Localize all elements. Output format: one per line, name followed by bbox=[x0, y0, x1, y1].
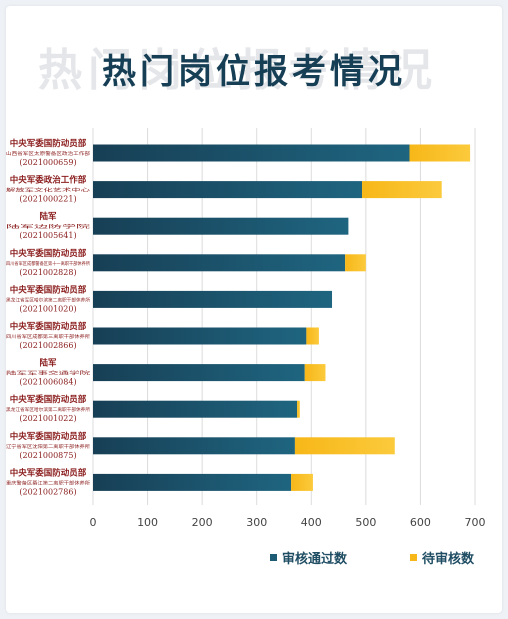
category-org-label: 中央军委政治工作部 bbox=[10, 175, 87, 186]
legend-passed-swatch bbox=[270, 554, 277, 561]
x-tick-label: 100 bbox=[137, 516, 158, 529]
category-org-label: 中央军委国防动员部 bbox=[10, 248, 87, 259]
category-code-label: (2021006084) bbox=[19, 378, 76, 387]
legend-pending: 待审核数 bbox=[410, 548, 474, 567]
bar-passed bbox=[93, 400, 298, 418]
bar-pending bbox=[345, 254, 366, 272]
bar-passed bbox=[93, 364, 305, 382]
bar-pending bbox=[297, 400, 300, 418]
bar-pending bbox=[291, 473, 313, 491]
title-shadow: 热门岗位报考情况 bbox=[38, 45, 438, 96]
category-code-label: (2021000875) bbox=[19, 451, 76, 460]
x-tick-label: 600 bbox=[410, 516, 431, 529]
category-org-label: 中央军委国防动员部 bbox=[10, 467, 87, 478]
category-code-label: (2021000659) bbox=[19, 158, 76, 167]
category-code-label: (2021001022) bbox=[19, 414, 76, 423]
legend-pending-swatch bbox=[410, 554, 417, 561]
bar-passed bbox=[93, 437, 295, 455]
bar-pending bbox=[409, 144, 471, 162]
category-code-label: (2021002828) bbox=[19, 268, 76, 277]
category-unit-label: 陆军军事交通学院 bbox=[6, 370, 91, 377]
category-unit-label: 四川省军区成都第三离职干部休养所 bbox=[6, 333, 90, 340]
bar-pending bbox=[362, 181, 442, 199]
bar-passed bbox=[93, 217, 349, 235]
bar-passed bbox=[93, 290, 333, 308]
bar-pending bbox=[294, 437, 395, 455]
chart-title: 热门岗位报考情况 bbox=[102, 52, 406, 92]
x-tick-label: 700 bbox=[465, 516, 486, 529]
title-block: 热门岗位报考情况 热门岗位报考情况 bbox=[0, 38, 508, 98]
chart-card bbox=[6, 6, 502, 613]
category-unit-label: 重庆警备区綦江第二离职干部休养所 bbox=[6, 479, 90, 486]
label-layer: 中央军委国防动员部山西省军区太原警备区政治工作部(2021000659)中央军委… bbox=[6, 138, 91, 496]
category-unit-label: 辽宁省军区沈阳第二离职干部休养所 bbox=[6, 443, 90, 450]
category-unit-label: 四川省军区成都警备区第十一离职干部休养所 bbox=[6, 260, 90, 267]
x-tick-label: 300 bbox=[246, 516, 267, 529]
category-org-label: 陆军 bbox=[39, 211, 57, 222]
bar-passed bbox=[93, 144, 410, 162]
bar-passed bbox=[93, 327, 307, 345]
bar-passed bbox=[93, 473, 292, 491]
x-tick-label: 500 bbox=[355, 516, 376, 529]
category-unit-label: 山西省军区太原警备区政治工作部 bbox=[6, 150, 90, 157]
category-org-label: 中央军委国防动员部 bbox=[10, 394, 87, 405]
bar-pending bbox=[306, 327, 319, 345]
category-unit-label: 解放军文化艺术中心 bbox=[6, 187, 91, 194]
category-org-label: 中央军委国防动员部 bbox=[10, 321, 87, 332]
legend-passed-label: 审核通过数 bbox=[282, 552, 348, 567]
category-org-label: 陆军 bbox=[39, 358, 57, 369]
category-unit-label: 黑龙江省军区哈尔滨第二离职干部休养所 bbox=[6, 406, 90, 413]
category-unit-label: 陆军边防学院 bbox=[6, 223, 91, 230]
category-code-label: (2021002786) bbox=[19, 487, 76, 496]
bar-passed bbox=[93, 254, 346, 272]
category-unit-label: 黑龙江省军区哈尔滨第二离职干部休养所 bbox=[6, 296, 90, 303]
category-code-label: (2021002866) bbox=[19, 341, 76, 350]
x-tick-label: 200 bbox=[192, 516, 213, 529]
category-org-label: 中央军委国防动员部 bbox=[10, 138, 87, 149]
bar-pending bbox=[304, 364, 326, 382]
category-code-label: (2021000221) bbox=[19, 195, 76, 204]
bar-layer bbox=[93, 144, 471, 491]
category-code-label: (2021001020) bbox=[19, 304, 76, 313]
legend-pending-label: 待审核数 bbox=[422, 552, 475, 567]
category-code-label: (2021005641) bbox=[19, 231, 76, 240]
bar-passed bbox=[93, 181, 363, 199]
category-org-label: 中央军委国防动员部 bbox=[10, 431, 87, 442]
category-org-label: 中央军委国防动员部 bbox=[10, 284, 87, 295]
legend-passed: 审核通过数 bbox=[270, 548, 347, 567]
tick-layer: 0 100 200 300 400 500 600 700 bbox=[90, 516, 486, 529]
x-tick-label: 400 bbox=[301, 516, 322, 529]
x-tick-label: 0 bbox=[90, 516, 97, 529]
